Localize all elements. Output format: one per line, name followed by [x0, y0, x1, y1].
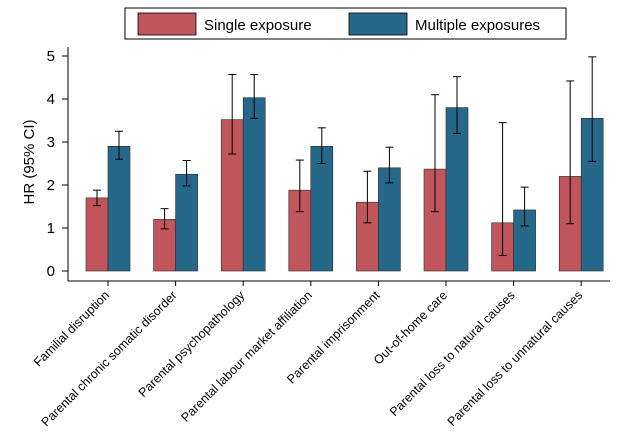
legend-label-multiple-exposures: Multiple exposures: [415, 17, 540, 34]
error-bar-multiple-exposures-familial-disruption: [115, 130, 123, 160]
legend-swatch-multiple-exposures: [348, 12, 408, 36]
error-bar-single-exposure-familial-disruption: [93, 189, 101, 207]
y-tick-label: 1: [47, 220, 55, 237]
error-bar-multiple-exposures-parental-chronic-somatic-disorder: [182, 159, 191, 187]
error-bar-single-exposure-out-of-home-care: [431, 94, 439, 213]
y-axis-title: HR (95% CI): [21, 119, 38, 204]
legend: Single exposure Multiple exposures: [124, 7, 567, 40]
error-bar-single-exposure-parental-labour-market-affiliation: [295, 159, 304, 213]
error-bar-single-exposure-parental-loss-to-unnatural-causes: [566, 80, 575, 225]
error-bar-multiple-exposures-parental-psychopathology: [250, 73, 259, 119]
y-tick-label: 5: [47, 48, 55, 65]
x-tick-label-out-of-home-care: Out-of-home care: [371, 288, 450, 367]
error-bar-multiple-exposures-out-of-home-care: [453, 76, 461, 134]
y-tick-label: 2: [47, 177, 55, 194]
error-bar-multiple-exposures-parental-loss-to-natural-causes: [520, 186, 529, 227]
bar-multiple-exposures-parental-labour-market-affiliation: [310, 146, 334, 272]
x-tick-label-parental-loss-to-natural-causes: Parental loss to natural causes: [387, 288, 518, 419]
y-tick-label: 0: [47, 263, 55, 280]
error-bar-multiple-exposures-parental-imprisonment: [385, 146, 394, 184]
legend-swatch-single-exposure: [137, 12, 197, 36]
legend-frame: [124, 7, 567, 40]
x-tick-label-parental-loss-to-unnatural-causes: Parental loss to unnatural causes: [445, 288, 586, 429]
bar-single-exposure-familial-disruption: [85, 197, 109, 272]
y-tick-label: 3: [47, 134, 55, 151]
error-bar-multiple-exposures-parental-loss-to-unnatural-causes: [588, 56, 597, 162]
bars: [85, 56, 604, 272]
error-bar-single-exposure-parental-chronic-somatic-disorder: [160, 208, 169, 230]
error-bar-single-exposure-parental-loss-to-natural-causes: [498, 122, 507, 257]
x-tick-label-parental-chronic-somatic-disorder: Parental chronic somatic disorder: [39, 288, 180, 429]
bar-multiple-exposures-familial-disruption: [107, 146, 131, 272]
bar-multiple-exposures-parental-chronic-somatic-disorder: [175, 173, 198, 272]
error-bar-single-exposure-parental-psychopathology: [228, 73, 237, 155]
error-bar-multiple-exposures-parental-labour-market-affiliation: [317, 127, 326, 164]
y-ticks: 0 1 2 3 4 5: [47, 48, 68, 280]
legend-label-single-exposure: Single exposure: [204, 17, 312, 34]
y-tick-label: 4: [47, 91, 55, 108]
x-tick-label-parental-labour-market-affiliation: Parental labour market affiliation: [178, 288, 315, 425]
error-bar-single-exposure-parental-imprisonment: [363, 170, 372, 224]
bar-multiple-exposures-parental-psychopathology: [242, 97, 266, 272]
